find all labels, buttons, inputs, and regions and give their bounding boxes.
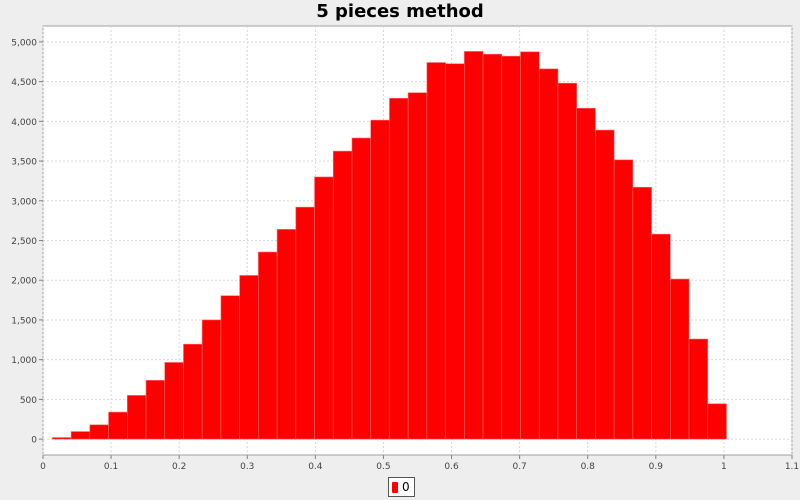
histogram-bar bbox=[52, 437, 72, 440]
y-tick-label: 3,000 bbox=[11, 197, 37, 207]
x-tick-label: 0.2 bbox=[172, 462, 186, 472]
histogram-bar bbox=[557, 82, 577, 440]
x-tick-label: 0.8 bbox=[581, 462, 596, 472]
y-tick-label: 3,500 bbox=[11, 158, 37, 168]
histogram-bar bbox=[314, 176, 334, 440]
histogram-bar bbox=[108, 411, 128, 440]
x-axis: 0 0.1 0.2 0.3 0.4 0.5 0.6 0.7 0.8 0.9 1 1.1 bbox=[40, 455, 799, 472]
histogram-bar bbox=[407, 92, 428, 440]
y-tick-label: 2,000 bbox=[11, 277, 37, 287]
bars-layer bbox=[52, 51, 727, 440]
histogram-bar bbox=[70, 431, 91, 440]
x-tick-label: 0.4 bbox=[308, 462, 323, 472]
histogram-bar bbox=[632, 186, 652, 440]
y-tick-label: 4,000 bbox=[11, 118, 37, 128]
histogram-bar bbox=[351, 137, 372, 440]
histogram-bar bbox=[145, 380, 166, 440]
histogram-bar bbox=[239, 275, 259, 440]
histogram-bar bbox=[89, 424, 109, 440]
x-tick-label: 0.5 bbox=[376, 462, 390, 472]
x-tick-label: 0.9 bbox=[649, 462, 664, 472]
histogram-bar bbox=[220, 295, 240, 440]
histogram-bar bbox=[613, 159, 634, 440]
x-tick-label: 1 bbox=[721, 462, 727, 472]
histogram-bar bbox=[426, 62, 446, 440]
histogram-bar bbox=[332, 150, 353, 440]
histogram-bar bbox=[651, 233, 671, 440]
x-tick-label: 0.6 bbox=[444, 462, 459, 472]
legend: 0 bbox=[388, 477, 415, 497]
y-tick-label: 4,500 bbox=[11, 78, 37, 88]
histogram-bar bbox=[164, 362, 184, 440]
histogram-bar bbox=[183, 343, 203, 440]
y-tick-label: 0 bbox=[31, 436, 37, 446]
histogram-bar bbox=[670, 278, 690, 440]
x-tick-label: 0.1 bbox=[104, 462, 118, 472]
y-tick-label: 5,000 bbox=[11, 38, 37, 48]
histogram-bar bbox=[482, 53, 503, 440]
histogram-bar bbox=[464, 51, 484, 440]
x-tick-label: 0.3 bbox=[240, 462, 254, 472]
histogram-bar bbox=[520, 51, 540, 440]
histogram-bar bbox=[276, 229, 297, 440]
y-tick-label: 1,500 bbox=[11, 316, 37, 326]
legend-swatch bbox=[392, 481, 398, 493]
y-tick-label: 500 bbox=[20, 396, 37, 406]
y-tick-label: 2,500 bbox=[11, 237, 37, 247]
y-axis: 0 500 1,000 1,500 2,000 2,500 3,000 3,500 4,000 4… bbox=[11, 38, 43, 446]
histogram-bar bbox=[688, 338, 709, 440]
histogram-bar bbox=[538, 68, 559, 440]
y-tick-label: 1,000 bbox=[11, 356, 37, 366]
histogram-bar bbox=[201, 319, 222, 440]
histogram-bar bbox=[576, 107, 596, 440]
histogram-bar bbox=[595, 129, 615, 440]
histogram-bar bbox=[501, 55, 521, 440]
x-tick-label: 0.7 bbox=[512, 462, 526, 472]
histogram-bar bbox=[707, 403, 727, 440]
chart-title: 5 pieces method bbox=[316, 1, 484, 22]
histogram-bar bbox=[258, 251, 278, 440]
histogram-bar bbox=[126, 395, 147, 440]
histogram-bar bbox=[445, 63, 465, 440]
legend-label: 0 bbox=[402, 480, 410, 494]
histogram-bar bbox=[295, 206, 315, 440]
histogram-bar bbox=[370, 119, 390, 440]
x-tick-label: 0 bbox=[40, 462, 46, 472]
histogram-bar bbox=[389, 97, 409, 440]
x-tick-label: 1.1 bbox=[785, 462, 799, 472]
